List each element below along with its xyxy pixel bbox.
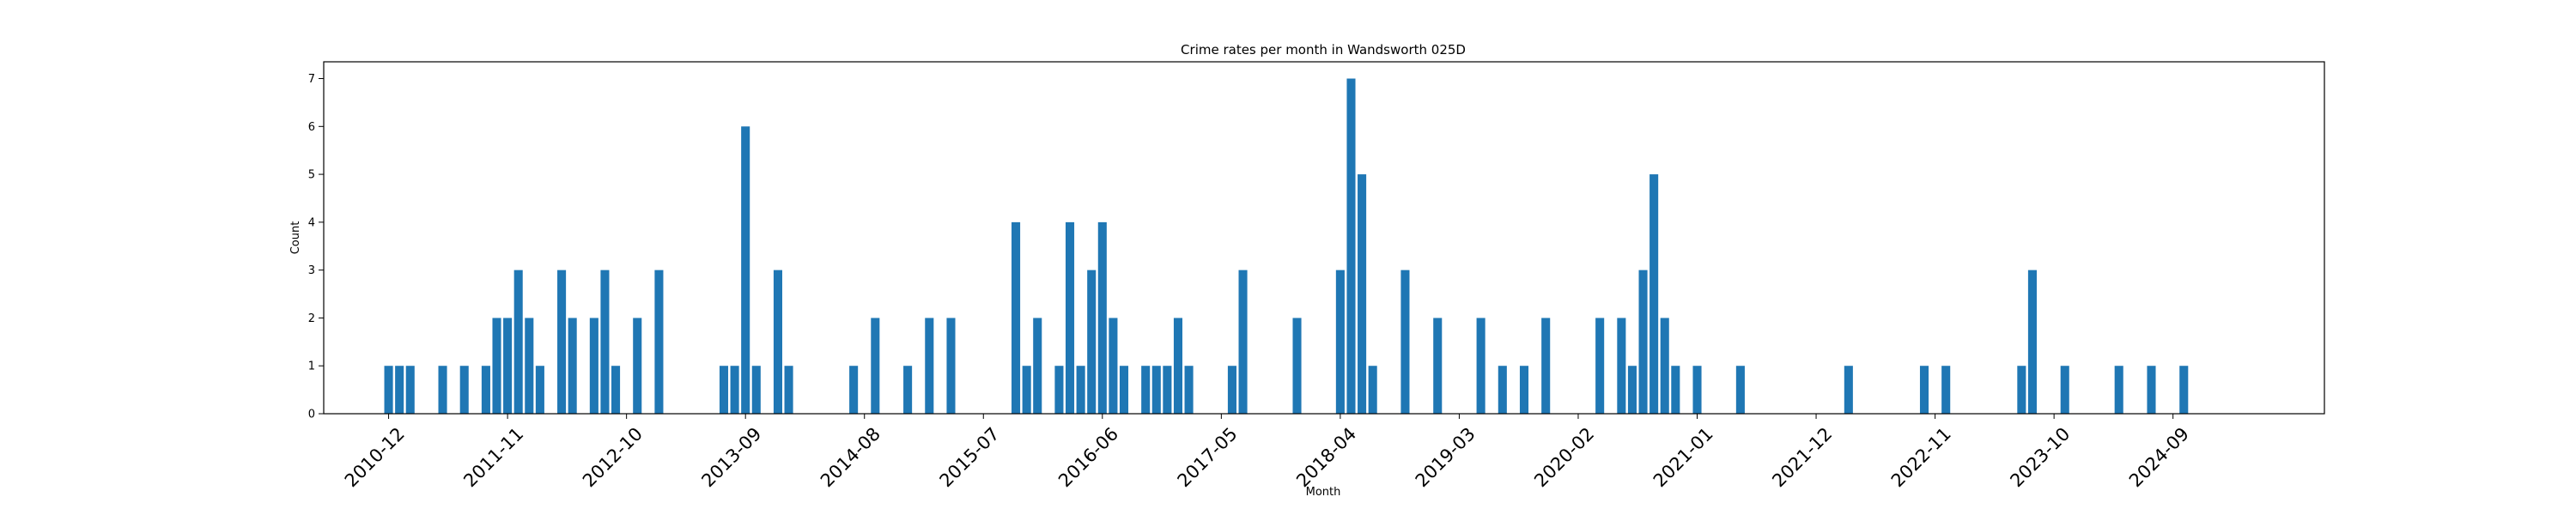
bar — [773, 270, 783, 414]
y-tick-label: 0 — [308, 409, 315, 421]
bar — [1519, 366, 1529, 414]
bar — [481, 366, 490, 414]
bar — [1346, 78, 1356, 415]
bar — [1173, 318, 1183, 414]
bar — [719, 366, 729, 414]
bar — [946, 318, 956, 414]
y-tick-label: 4 — [308, 216, 315, 229]
bar — [751, 366, 761, 414]
bar-series — [384, 78, 2189, 415]
y-tick-label: 2 — [308, 312, 315, 325]
bar — [1163, 366, 1172, 414]
bar — [903, 366, 913, 414]
bar — [1119, 366, 1129, 414]
bar — [654, 270, 664, 414]
bar — [557, 270, 567, 414]
bar — [1941, 366, 1951, 414]
y-tick-label: 6 — [308, 121, 315, 134]
y-axis-ticks: 0 1 2 3 4 5 6 7 — [308, 73, 324, 421]
bar — [1671, 366, 1680, 414]
bar — [1498, 366, 1507, 414]
bar — [405, 366, 415, 414]
bar — [2179, 366, 2189, 414]
bar — [438, 366, 447, 414]
bar — [1692, 366, 1702, 414]
bar — [925, 318, 934, 414]
bar — [1065, 221, 1075, 414]
bar — [1292, 318, 1302, 414]
y-tick-label: 3 — [308, 264, 315, 277]
bar — [1541, 318, 1551, 414]
bar — [1627, 366, 1637, 414]
bar — [1054, 366, 1064, 414]
bar — [2147, 366, 2156, 414]
bar — [1151, 366, 1161, 414]
bar — [730, 366, 739, 414]
bar — [503, 318, 513, 414]
bar — [1476, 318, 1485, 414]
bar — [1660, 318, 1669, 414]
bar — [395, 366, 404, 414]
bar — [1649, 174, 1659, 414]
bar — [1184, 366, 1194, 414]
bar — [1076, 366, 1085, 414]
bar — [1238, 270, 1248, 414]
bar — [1335, 270, 1345, 414]
bar — [611, 366, 621, 414]
bar — [513, 270, 523, 414]
bar — [535, 366, 544, 414]
bar — [1097, 221, 1107, 414]
bar — [1109, 318, 1118, 414]
bar — [384, 366, 393, 414]
bar — [2114, 366, 2123, 414]
bar — [1638, 270, 1648, 414]
y-tick-label: 7 — [308, 73, 315, 86]
bar — [871, 318, 880, 414]
bar — [2027, 270, 2037, 414]
bar — [1087, 270, 1097, 414]
bar — [633, 318, 642, 414]
bar — [2060, 366, 2069, 414]
chart-title: Crime rates per month in Wandsworth 025D — [1181, 42, 1466, 58]
bar — [1358, 174, 1367, 414]
bar — [1227, 366, 1236, 414]
bar — [1368, 366, 1377, 414]
bar — [1919, 366, 1929, 414]
bar — [1022, 366, 1031, 414]
y-tick-label: 5 — [308, 169, 315, 182]
bar — [1735, 366, 1745, 414]
bar — [741, 126, 750, 414]
bar — [1433, 318, 1443, 414]
y-axis-label: Count — [289, 221, 302, 255]
plot-frame — [323, 61, 2325, 415]
bar — [568, 318, 577, 414]
bar — [589, 318, 598, 414]
y-tick-label: 1 — [308, 360, 315, 373]
bar — [1012, 221, 1021, 414]
bar — [600, 270, 610, 414]
bar — [849, 366, 859, 414]
bar — [459, 366, 469, 414]
bar — [525, 318, 534, 414]
bar — [784, 366, 793, 414]
bar — [1033, 318, 1042, 414]
bar — [492, 318, 501, 414]
bar — [1595, 318, 1605, 414]
x-axis-label: Month — [1306, 486, 1341, 499]
bar — [1141, 366, 1151, 414]
bar — [1617, 318, 1626, 414]
bar — [1844, 366, 1853, 414]
bar — [2017, 366, 2026, 414]
bar — [1400, 270, 1410, 414]
